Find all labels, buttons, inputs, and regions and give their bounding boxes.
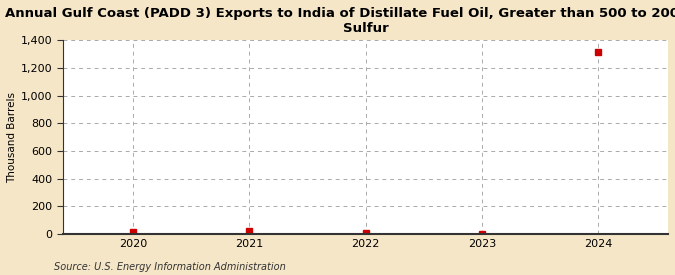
- Y-axis label: Thousand Barrels: Thousand Barrels: [7, 92, 17, 183]
- Text: Source: U.S. Energy Information Administration: Source: U.S. Energy Information Administ…: [54, 262, 286, 272]
- Title: Annual Gulf Coast (PADD 3) Exports to India of Distillate Fuel Oil, Greater than: Annual Gulf Coast (PADD 3) Exports to In…: [5, 7, 675, 35]
